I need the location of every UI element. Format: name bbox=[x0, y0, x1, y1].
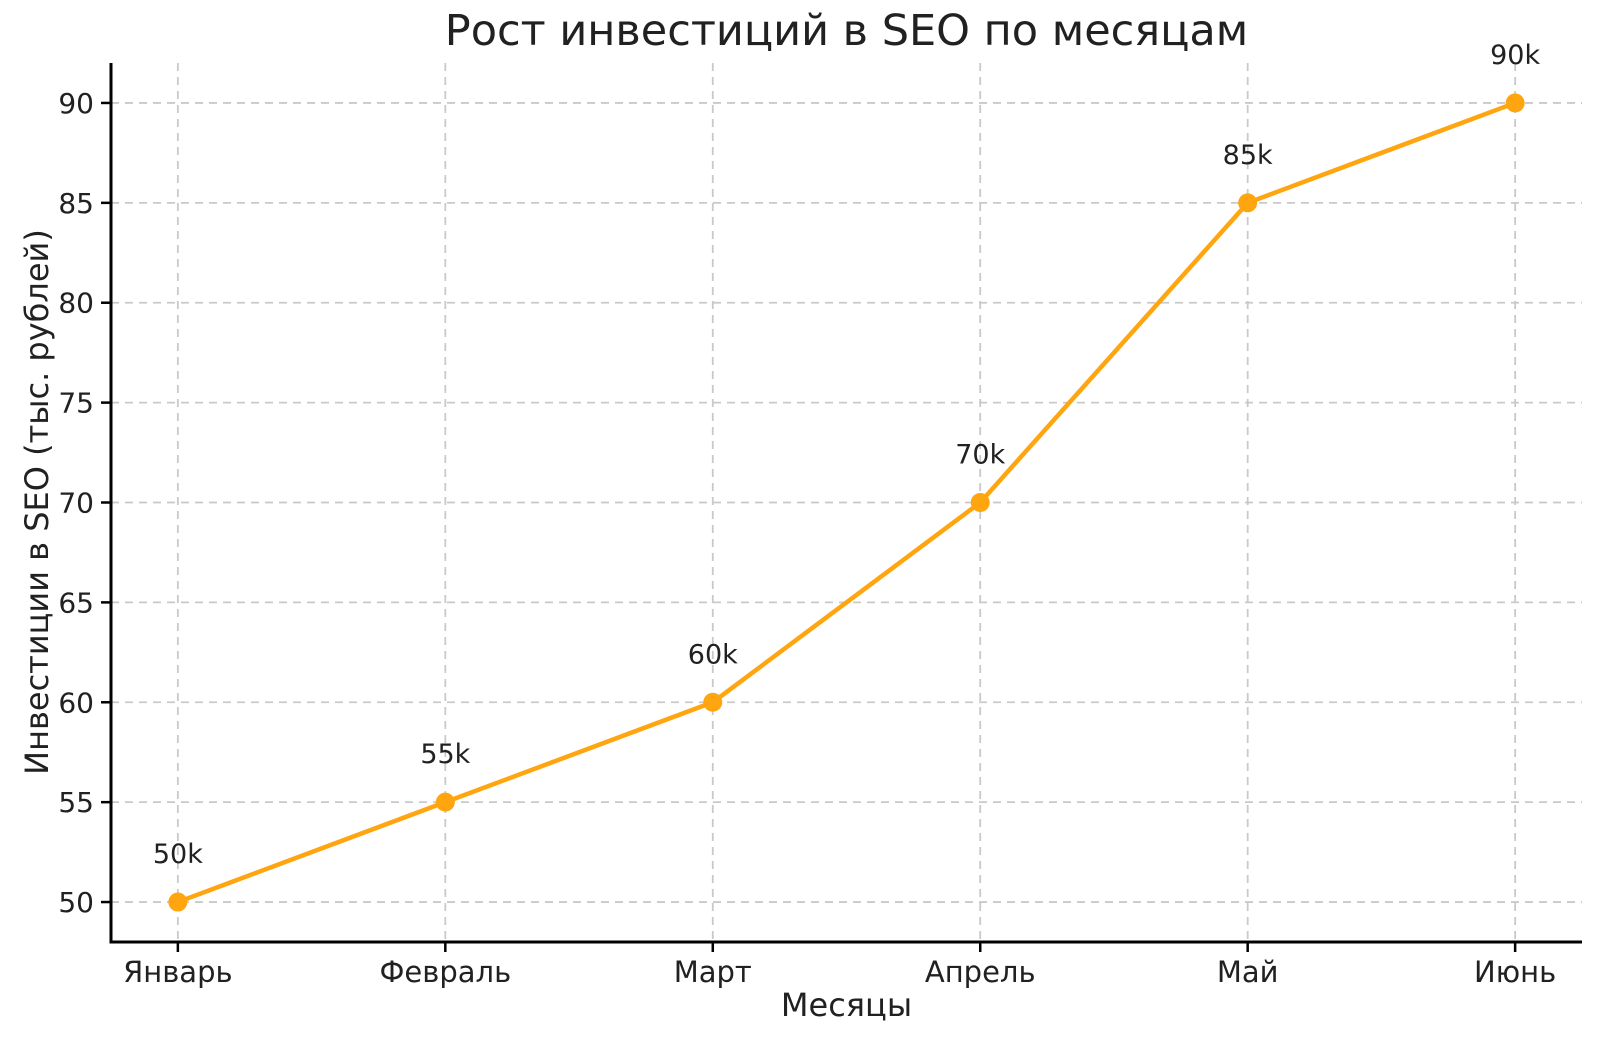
data-point-label: 85k bbox=[1223, 140, 1273, 171]
data-point-marker bbox=[970, 493, 990, 512]
data-point-label: 60k bbox=[688, 639, 738, 670]
trend-line bbox=[175, 100, 1518, 905]
data-point-marker bbox=[703, 692, 723, 712]
y-tick-label: 55 bbox=[58, 786, 94, 819]
data-point-label: 50k bbox=[153, 839, 203, 870]
x-tick-label: Март bbox=[674, 955, 752, 989]
data-point-marker bbox=[1238, 193, 1258, 213]
data-point-label: 55k bbox=[420, 739, 470, 770]
x-tick-label: Апрель bbox=[925, 955, 1036, 989]
data-point-label: 70k bbox=[955, 440, 1005, 471]
y-tick-label: 75 bbox=[58, 387, 94, 420]
x-tick-label: Май bbox=[1217, 955, 1279, 989]
y-tick-label: 70 bbox=[58, 487, 94, 520]
data-point-label: 90k bbox=[1490, 40, 1540, 71]
x-axis-label: Месяцы bbox=[780, 986, 913, 1024]
y-tick-label: 50 bbox=[58, 886, 94, 919]
chart-title: Рост инвестиций в SEO по месяцам bbox=[444, 6, 1249, 56]
y-tick-label: 80 bbox=[58, 287, 94, 320]
data-point-marker bbox=[435, 792, 455, 812]
data-point-marker bbox=[1505, 93, 1525, 113]
y-tick-label: 85 bbox=[58, 187, 94, 220]
x-tick-label: Июнь bbox=[1474, 955, 1556, 989]
y-tick-label: 60 bbox=[58, 686, 94, 719]
x-tick-label: Февраль bbox=[379, 955, 511, 989]
x-tick-label: Январь bbox=[123, 955, 232, 989]
data-point-marker bbox=[168, 892, 188, 912]
y-tick-label: 90 bbox=[58, 87, 94, 120]
y-tick-label: 65 bbox=[58, 586, 94, 619]
